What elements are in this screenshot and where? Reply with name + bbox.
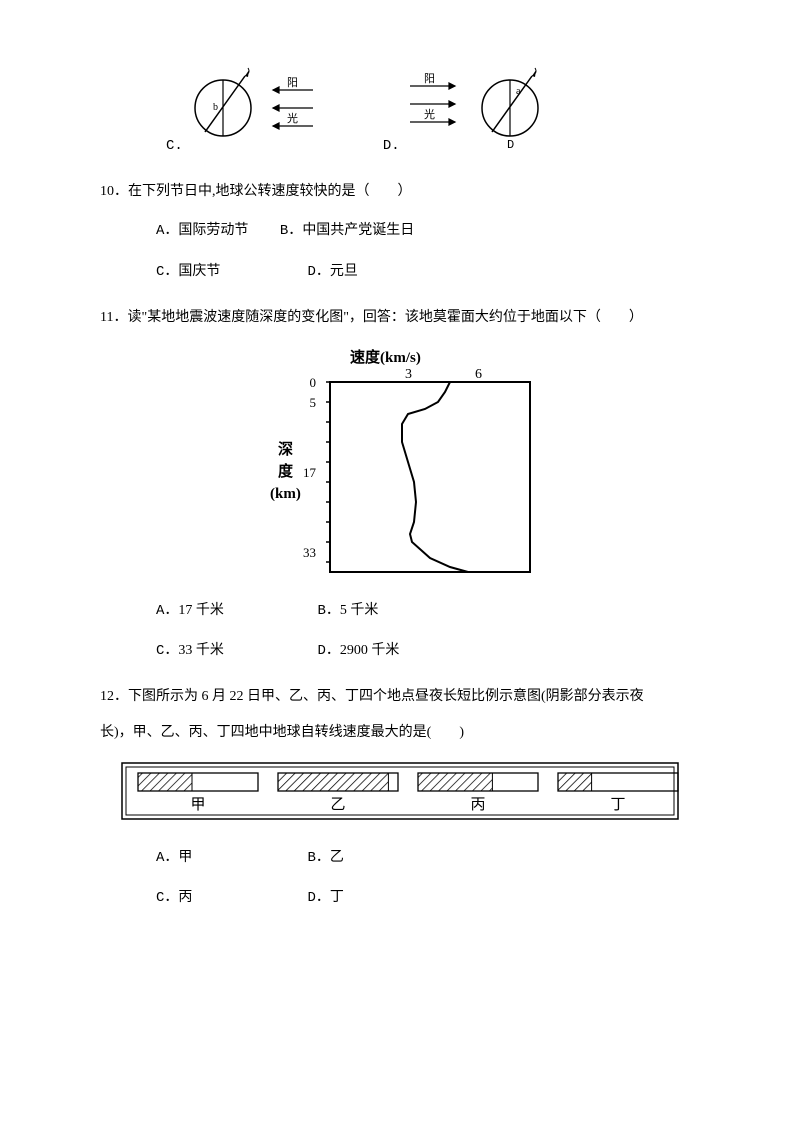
q12-option-d[interactable]: D．丁 [308, 885, 344, 911]
q11-title-top: 速度(km/s) [350, 348, 421, 366]
q9-figure-row: C. b 阳 光 D. [100, 60, 700, 159]
q12-option-b[interactable]: B．乙 [308, 845, 344, 871]
q11-option-d[interactable]: D．2900 千米 [318, 638, 400, 664]
q9c-yang: 阳 [287, 76, 298, 89]
q9-option-d-label: D. [383, 134, 400, 159]
q11-xtick-6: 6 [475, 367, 482, 382]
q10-option-d[interactable]: D．元旦 [308, 259, 358, 285]
q11-options-row2: C．33 千米 D．2900 千米 [100, 638, 700, 664]
q9c-guang: 光 [287, 111, 298, 125]
q9d-guang: 光 [424, 107, 435, 121]
q11-figure: 速度(km/s) 深 度 (km) 3 6 0 [100, 344, 700, 584]
q9-diagram-d: 阳 光 a D [400, 60, 570, 159]
q12-options-row2: C．丙 D．丁 [100, 885, 700, 911]
q11-left-unit: (km) [270, 486, 301, 502]
q10-option-c[interactable]: C．国庆节 [156, 259, 276, 285]
q9c-label-b: b [213, 102, 218, 113]
q12-option-a[interactable]: A．甲 [156, 845, 276, 871]
q11-options-row1: A．17 千米 B．5 千米 [100, 598, 700, 624]
q12-figure: 甲乙丙丁 [100, 761, 700, 831]
q9d-yang: 阳 [424, 72, 435, 85]
q12-option-c[interactable]: C．丙 [156, 885, 276, 911]
q11-option-c[interactable]: C．33 千米 [156, 638, 286, 664]
q10-options-row1: A．国际劳动节 B．中国共产党诞生日 [100, 218, 700, 244]
q11-ytick-17: 17 [303, 465, 317, 480]
q10-option-b[interactable]: B．中国共产党诞生日 [280, 218, 414, 244]
q11-ytick-33: 33 [303, 545, 316, 560]
q10-option-a[interactable]: A．国际劳动节 [156, 218, 248, 244]
q11-xtick-3: 3 [405, 367, 412, 382]
q12-prompt-line1: 12．下图所示为 6 月 22 日甲、乙、丙、丁四个地点昼夜长短比例示意图(阴影… [100, 684, 700, 709]
q11-ytick-5: 5 [310, 395, 317, 410]
q11-left-2: 度 [278, 462, 294, 480]
q11-prompt: 11．读"某地地震波速度随深度的变化图"，回答：该地莫霍面大约位于地面以下（ ） [100, 305, 700, 330]
q10-prompt: 10．在下列节日中,地球公转速度较快的是（ ） [100, 179, 700, 204]
svg-text:丁: 丁 [610, 797, 625, 813]
q11-option-b[interactable]: B．5 千米 [318, 598, 379, 624]
svg-text:甲: 甲 [190, 797, 205, 813]
q9d-label-D: D [507, 138, 514, 150]
svg-text:乙: 乙 [330, 797, 345, 813]
q11-option-a[interactable]: A．17 千米 [156, 598, 286, 624]
q12-prompt-line2: 长)，甲、乙、丙、丁四地中地球自转线速度最大的是( ) [100, 720, 700, 745]
q9d-label-a: a [516, 86, 521, 97]
q10-options-row2: C．国庆节 D．元旦 [100, 259, 700, 285]
q11-ytick-0: 0 [310, 375, 317, 390]
q9-diagram-c: b 阳 光 [183, 60, 343, 159]
svg-text:丙: 丙 [470, 797, 485, 813]
q9-option-c-label: C. [166, 134, 183, 159]
q12-options-row1: A．甲 B．乙 [100, 845, 700, 871]
q11-left-1: 深 [278, 440, 293, 458]
